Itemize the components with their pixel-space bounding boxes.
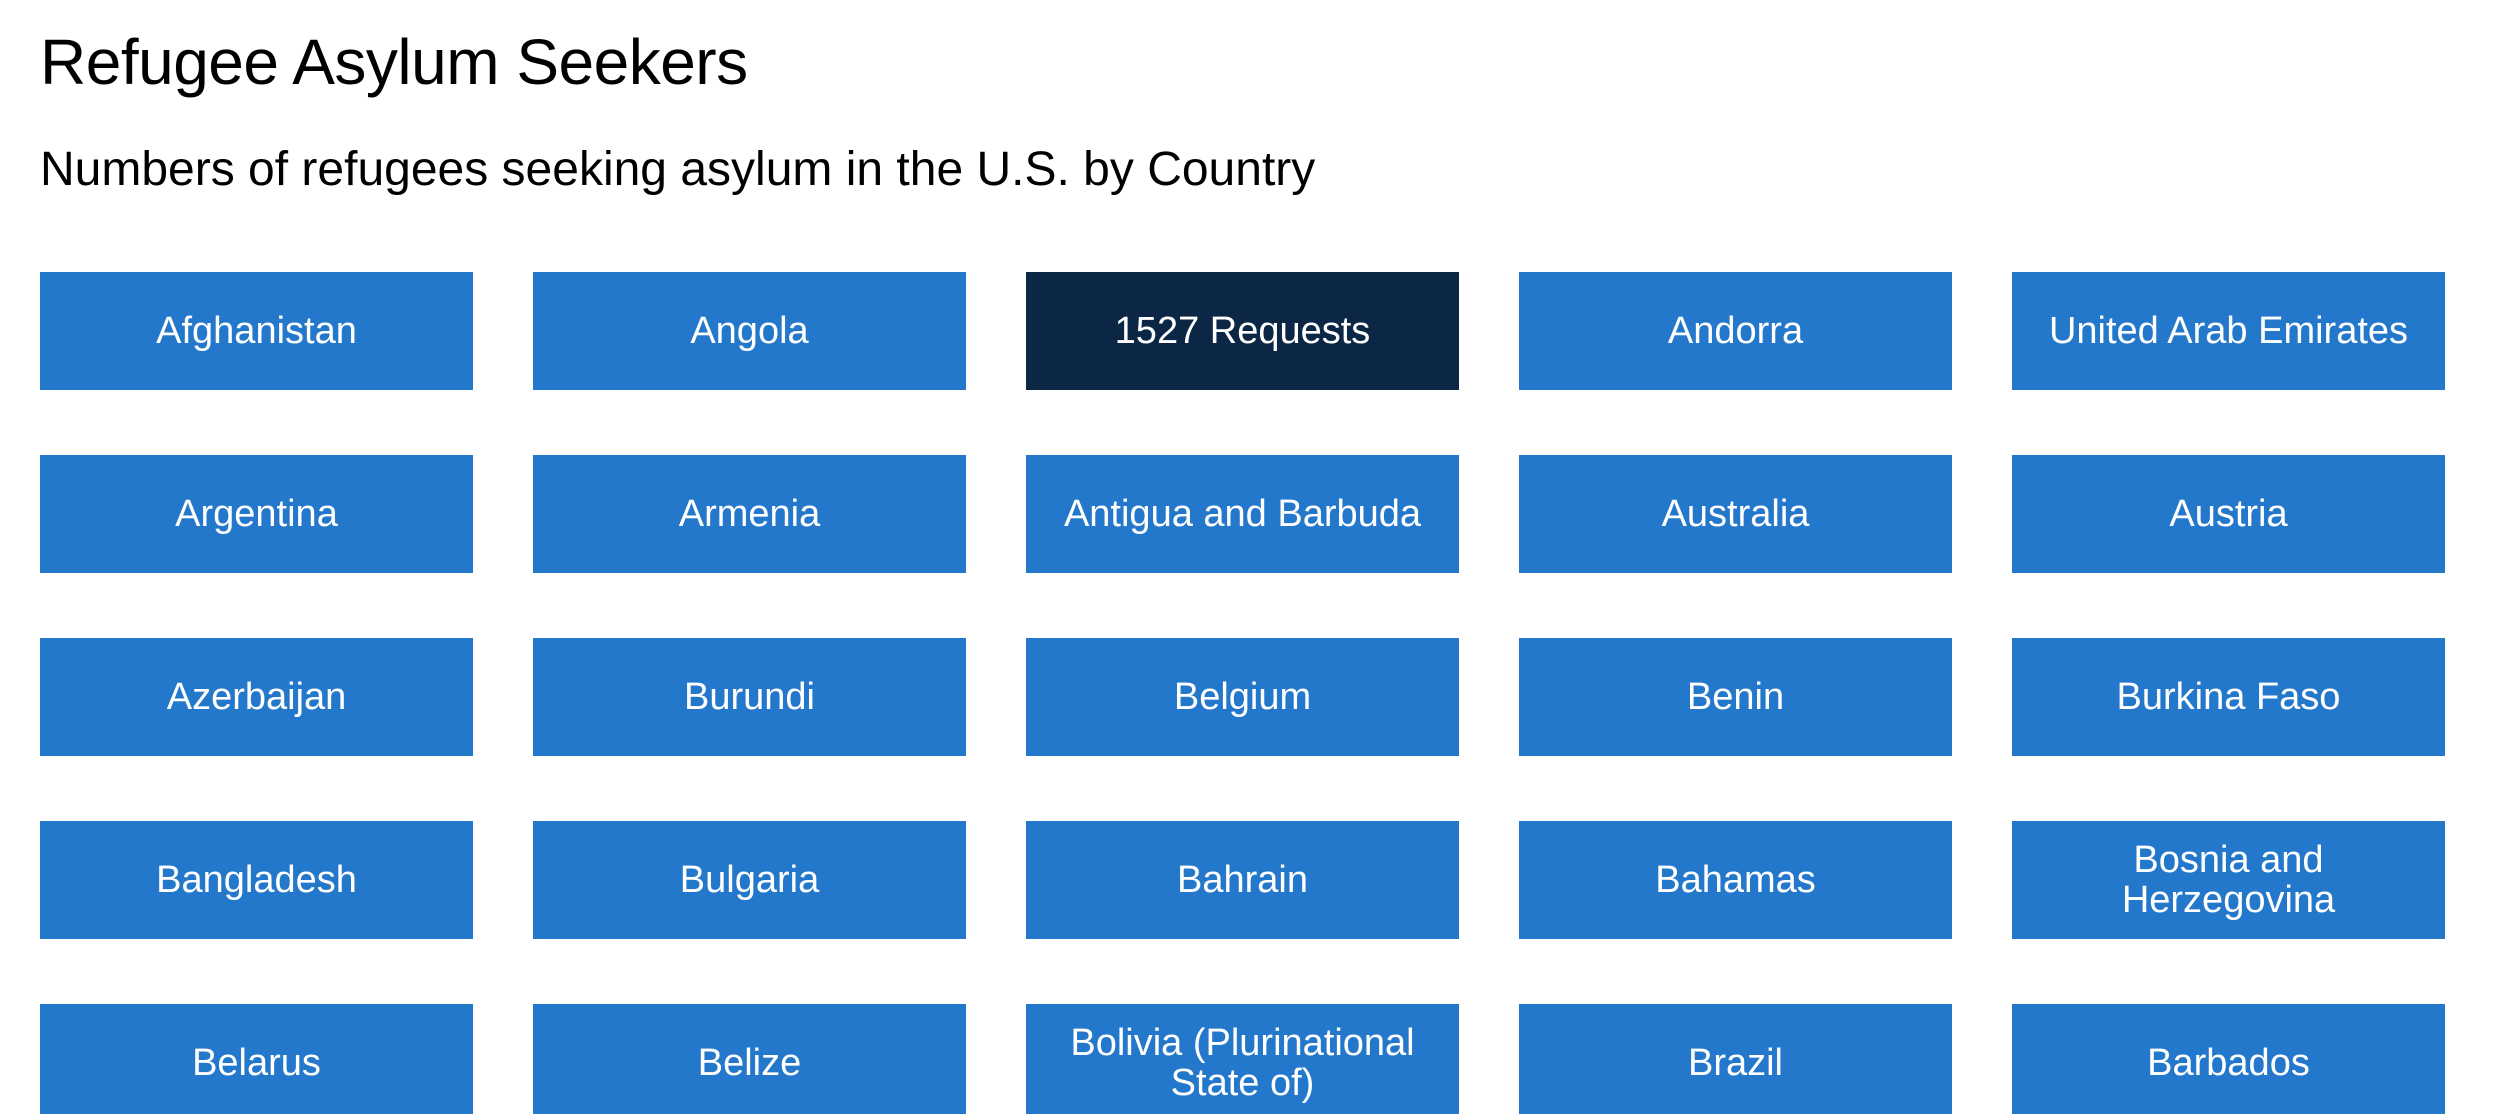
country-tile-label: Bangladesh [156,859,357,901]
country-tile-label: Burkina Faso [2116,676,2341,718]
country-tile[interactable]: Burundi [533,638,966,756]
country-tile[interactable]: Bahrain [1026,821,1459,939]
country-tile-label: Afghanistan [156,310,357,352]
country-tile-label: Bahamas [1655,859,1816,901]
country-tile-label: Burundi [684,676,815,718]
country-tile[interactable]: Angola [533,272,966,390]
country-tile-label: Bulgaria [679,859,820,901]
country-tile-label: Antigua and Barbuda [1063,493,1422,535]
country-tile-label: Angola [690,310,809,352]
country-tile[interactable]: Bolivia (Plurinational State of) [1026,1004,1459,1114]
country-tile-active[interactable]: 1527 Requests [1026,272,1459,390]
country-tile[interactable]: Belarus [40,1004,473,1114]
country-tile-label: Austria [2169,493,2288,535]
country-tile[interactable]: Bangladesh [40,821,473,939]
country-tile[interactable]: Austria [2012,455,2445,573]
country-tile-label: Argentina [175,493,338,535]
country-tile[interactable]: Bosnia and Herzegovina [2012,821,2445,939]
country-tile-label: Andorra [1667,310,1804,352]
country-tile[interactable]: Bahamas [1519,821,1952,939]
country-tile[interactable]: Brazil [1519,1004,1952,1114]
country-tile-label: Bahrain [1177,859,1308,901]
country-tile[interactable]: Australia [1519,455,1952,573]
country-tile[interactable]: Afghanistan [40,272,473,390]
page-subtitle: Numbers of refugees seeking asylum in th… [40,143,1316,196]
country-tile-label: Belarus [192,1042,321,1084]
country-tile[interactable]: Burkina Faso [2012,638,2445,756]
country-tile[interactable]: Belize [533,1004,966,1114]
country-tile[interactable]: Belgium [1026,638,1459,756]
country-tile-label: Benin [1686,676,1785,718]
country-tile[interactable]: Andorra [1519,272,1952,390]
country-tile[interactable]: Argentina [40,455,473,573]
country-tile-label: Belgium [1173,676,1312,718]
country-tile[interactable]: United Arab Emirates [2012,272,2445,390]
country-tile-label: Brazil [1687,1042,1784,1084]
country-tile-label: Armenia [678,493,821,535]
country-tile-label: Belize [697,1042,802,1084]
country-tile[interactable]: Bulgaria [533,821,966,939]
country-tile[interactable]: Barbados [2012,1004,2445,1114]
country-tile-label: Barbados [2147,1042,2310,1084]
page-title: Refugee Asylum Seekers [40,26,748,98]
country-grid: Afghanistan Angola 1527 Requests Andorra Uni… [40,272,2445,1114]
country-tile-label: Bolivia (Plurinational State of) [1070,1022,1415,1104]
country-tile[interactable]: Antigua and Barbuda [1026,455,1459,573]
country-tile-label: 1527 Requests [1114,310,1371,352]
country-tile-label: Bosnia and Herzegovina [2121,839,2336,921]
country-tile[interactable]: Armenia [533,455,966,573]
country-tile-label: United Arab Emirates [2048,310,2409,352]
country-tile[interactable]: Azerbaijan [40,638,473,756]
country-tile-label: Australia [1661,493,1810,535]
country-tile[interactable]: Benin [1519,638,1952,756]
country-tile-label: Azerbaijan [166,676,347,718]
